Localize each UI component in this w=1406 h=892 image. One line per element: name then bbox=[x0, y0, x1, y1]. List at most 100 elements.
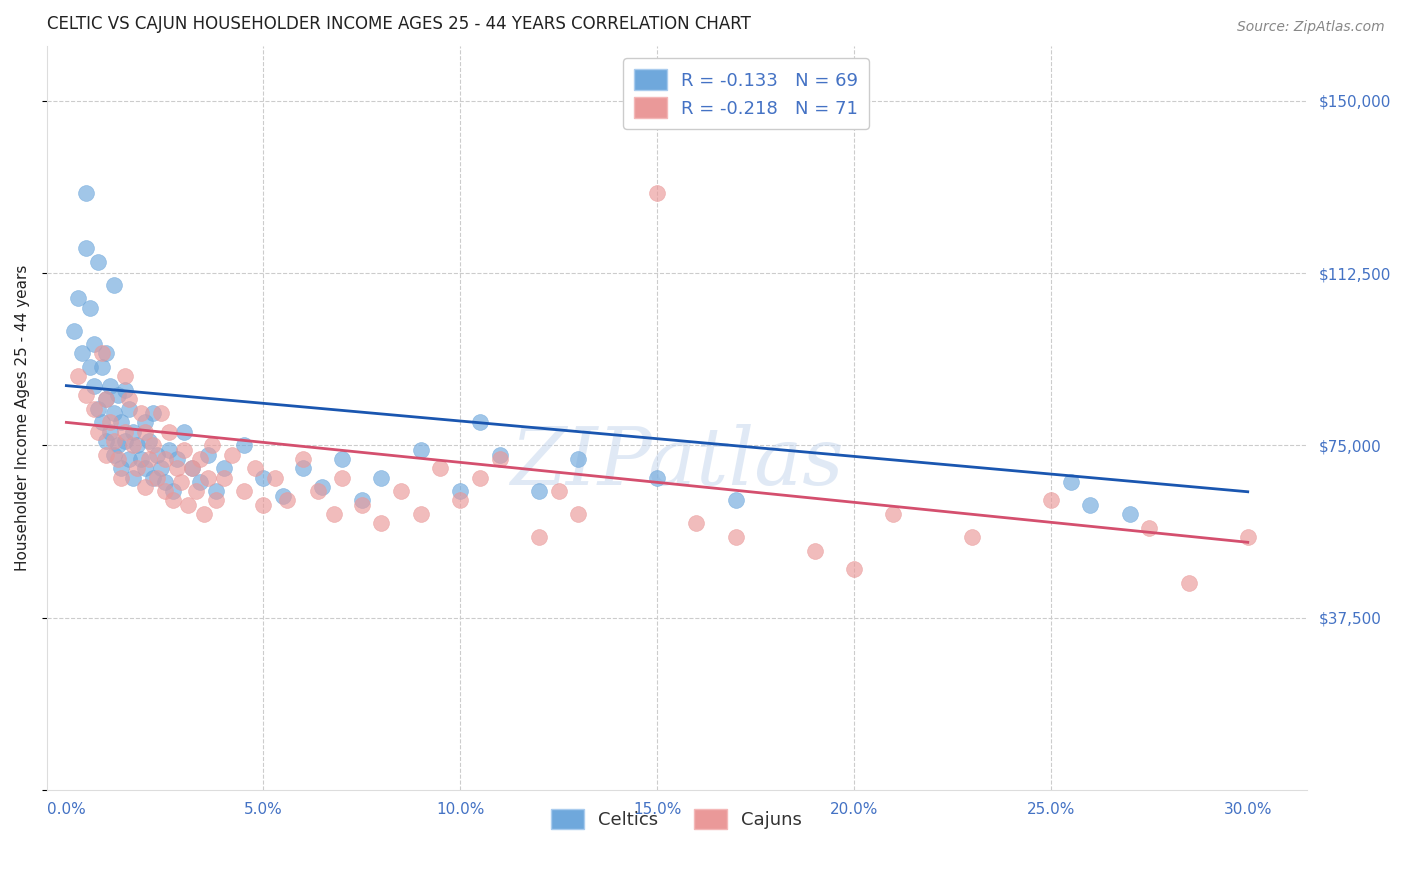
Point bbox=[94, 392, 117, 407]
Point bbox=[149, 406, 172, 420]
Point bbox=[79, 301, 101, 315]
Point bbox=[87, 425, 110, 439]
Point bbox=[153, 484, 176, 499]
Point bbox=[724, 530, 747, 544]
Point bbox=[197, 448, 219, 462]
Point bbox=[162, 493, 184, 508]
Point bbox=[330, 452, 353, 467]
Point bbox=[83, 337, 105, 351]
Point bbox=[67, 369, 90, 384]
Point bbox=[291, 452, 314, 467]
Point bbox=[205, 484, 228, 499]
Point bbox=[90, 360, 112, 375]
Point bbox=[98, 378, 121, 392]
Point bbox=[103, 434, 125, 448]
Y-axis label: Householder Income Ages 25 - 44 years: Householder Income Ages 25 - 44 years bbox=[15, 265, 30, 571]
Point bbox=[1039, 493, 1062, 508]
Point bbox=[193, 508, 215, 522]
Point bbox=[75, 186, 97, 200]
Point bbox=[90, 416, 112, 430]
Point bbox=[188, 452, 211, 467]
Point bbox=[110, 470, 132, 484]
Point bbox=[232, 484, 254, 499]
Point bbox=[645, 470, 668, 484]
Point bbox=[271, 489, 294, 503]
Point bbox=[201, 438, 224, 452]
Point bbox=[1118, 508, 1140, 522]
Point bbox=[205, 493, 228, 508]
Point bbox=[162, 484, 184, 499]
Point bbox=[103, 406, 125, 420]
Point bbox=[110, 461, 132, 475]
Point bbox=[166, 461, 188, 475]
Point bbox=[323, 508, 346, 522]
Point bbox=[567, 452, 589, 467]
Point bbox=[188, 475, 211, 489]
Point bbox=[232, 438, 254, 452]
Point bbox=[169, 475, 191, 489]
Point bbox=[264, 470, 287, 484]
Point bbox=[468, 416, 491, 430]
Point bbox=[311, 480, 333, 494]
Point bbox=[645, 186, 668, 200]
Point bbox=[83, 378, 105, 392]
Point bbox=[1177, 576, 1199, 591]
Point bbox=[138, 434, 160, 448]
Point bbox=[527, 530, 550, 544]
Point bbox=[449, 493, 471, 508]
Point bbox=[94, 434, 117, 448]
Point bbox=[107, 452, 129, 467]
Point bbox=[1236, 530, 1258, 544]
Point bbox=[252, 470, 274, 484]
Point bbox=[142, 470, 165, 484]
Point bbox=[110, 416, 132, 430]
Point bbox=[114, 434, 136, 448]
Point bbox=[173, 442, 195, 457]
Point bbox=[449, 484, 471, 499]
Point bbox=[75, 388, 97, 402]
Point bbox=[94, 346, 117, 360]
Point bbox=[389, 484, 412, 499]
Point bbox=[1078, 498, 1101, 512]
Point bbox=[103, 448, 125, 462]
Point bbox=[1137, 521, 1160, 535]
Text: ZIPatlas: ZIPatlas bbox=[510, 424, 844, 501]
Point bbox=[409, 508, 432, 522]
Point bbox=[127, 461, 149, 475]
Point bbox=[527, 484, 550, 499]
Point bbox=[468, 470, 491, 484]
Point bbox=[94, 448, 117, 462]
Point bbox=[330, 470, 353, 484]
Point bbox=[146, 470, 169, 484]
Point bbox=[122, 470, 145, 484]
Point bbox=[146, 448, 169, 462]
Point bbox=[134, 425, 156, 439]
Point bbox=[129, 406, 152, 420]
Point bbox=[245, 461, 267, 475]
Point bbox=[87, 254, 110, 268]
Point bbox=[70, 346, 93, 360]
Point bbox=[252, 498, 274, 512]
Point bbox=[429, 461, 451, 475]
Legend: Celtics, Cajuns: Celtics, Cajuns bbox=[544, 801, 810, 837]
Point bbox=[98, 425, 121, 439]
Point bbox=[114, 369, 136, 384]
Point bbox=[75, 241, 97, 255]
Point bbox=[127, 438, 149, 452]
Point bbox=[370, 470, 392, 484]
Point bbox=[107, 438, 129, 452]
Point bbox=[177, 498, 200, 512]
Point bbox=[118, 452, 141, 467]
Point bbox=[83, 401, 105, 416]
Point bbox=[567, 508, 589, 522]
Point bbox=[63, 324, 86, 338]
Point bbox=[122, 425, 145, 439]
Point bbox=[350, 493, 373, 508]
Point bbox=[118, 401, 141, 416]
Text: CELTIC VS CAJUN HOUSEHOLDER INCOME AGES 25 - 44 YEARS CORRELATION CHART: CELTIC VS CAJUN HOUSEHOLDER INCOME AGES … bbox=[46, 15, 751, 33]
Point bbox=[882, 508, 904, 522]
Point bbox=[221, 448, 243, 462]
Point bbox=[724, 493, 747, 508]
Point bbox=[114, 425, 136, 439]
Point bbox=[166, 452, 188, 467]
